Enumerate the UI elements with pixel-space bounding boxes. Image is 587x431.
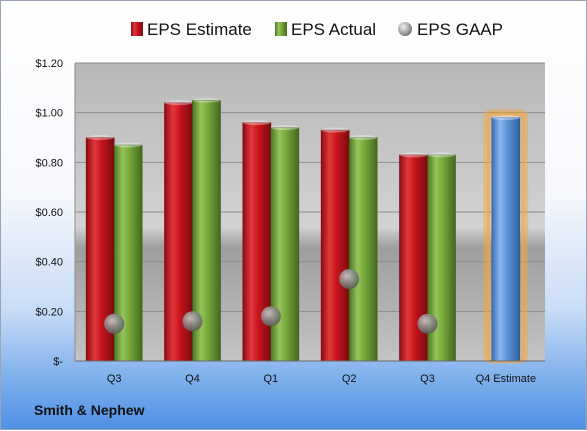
legend-label-eps-gaap: EPS GAAP: [417, 20, 503, 39]
y-tick-label: $1.20: [35, 58, 63, 70]
y-tick-label: $0.80: [35, 157, 63, 169]
bar-eps-actual: [348, 137, 378, 362]
legend-label-eps-estimate: EPS Estimate: [147, 20, 252, 39]
x-tick-label: Q3: [107, 373, 122, 385]
x-tick-label: Q1: [263, 373, 278, 385]
y-tick-label: $0.60: [35, 207, 63, 219]
x-tick-label: Q4 Estimate: [476, 373, 537, 385]
point-eps-gaap: [417, 313, 438, 334]
bar-eps-estimate-top: [321, 127, 350, 133]
bar-eps-estimate-top: [86, 135, 115, 140]
y-tick-label: $-: [53, 356, 63, 368]
legend: EPS Estimate EPS Actual EPS GAAP: [131, 20, 503, 39]
x-tick-label: Q4: [185, 373, 200, 385]
bar-eps-actual: [270, 127, 300, 362]
x-tick-label: Q2: [342, 373, 357, 385]
bar-eps-forecast: [491, 117, 521, 362]
bar-eps-actual-top: [114, 142, 143, 148]
bar-eps-forecast-top: [491, 115, 520, 121]
bar-eps-estimate-top: [164, 100, 193, 106]
bars: [85, 97, 529, 364]
point-eps-gaap: [182, 311, 203, 332]
legend-label-eps-actual: EPS Actual: [291, 20, 376, 39]
bar-eps-actual-top: [427, 152, 456, 158]
y-tick-label: $0.20: [35, 306, 63, 318]
bar-eps-actual-top: [192, 97, 221, 103]
x-tick-label: Q3: [420, 373, 435, 385]
bar-eps-estimate-top: [242, 120, 271, 126]
point-eps-gaap: [260, 306, 281, 327]
legend-swatch-eps-estimate: [131, 22, 143, 36]
legend-swatch-eps-gaap: [398, 22, 412, 36]
bar-eps-actual-top: [270, 125, 299, 131]
y-tick-label: $0.40: [35, 257, 63, 269]
bar-eps-estimate-top: [399, 152, 428, 158]
point-eps-gaap: [339, 269, 360, 290]
bar-eps-actual-top: [349, 135, 378, 140]
point-eps-gaap: [104, 313, 125, 334]
legend-swatch-eps-actual: [275, 22, 287, 36]
y-axis: $- $0.20 $0.40 $0.60 $0.80 $1.00 $1.20: [35, 58, 76, 368]
y-tick-label: $1.00: [35, 108, 63, 120]
x-axis: Q3 Q4 Q1 Q2 Q3 Q4 Estimate: [75, 360, 545, 385]
bar-eps-estimate: [320, 129, 350, 362]
company-name: Smith & Nephew: [34, 402, 145, 418]
